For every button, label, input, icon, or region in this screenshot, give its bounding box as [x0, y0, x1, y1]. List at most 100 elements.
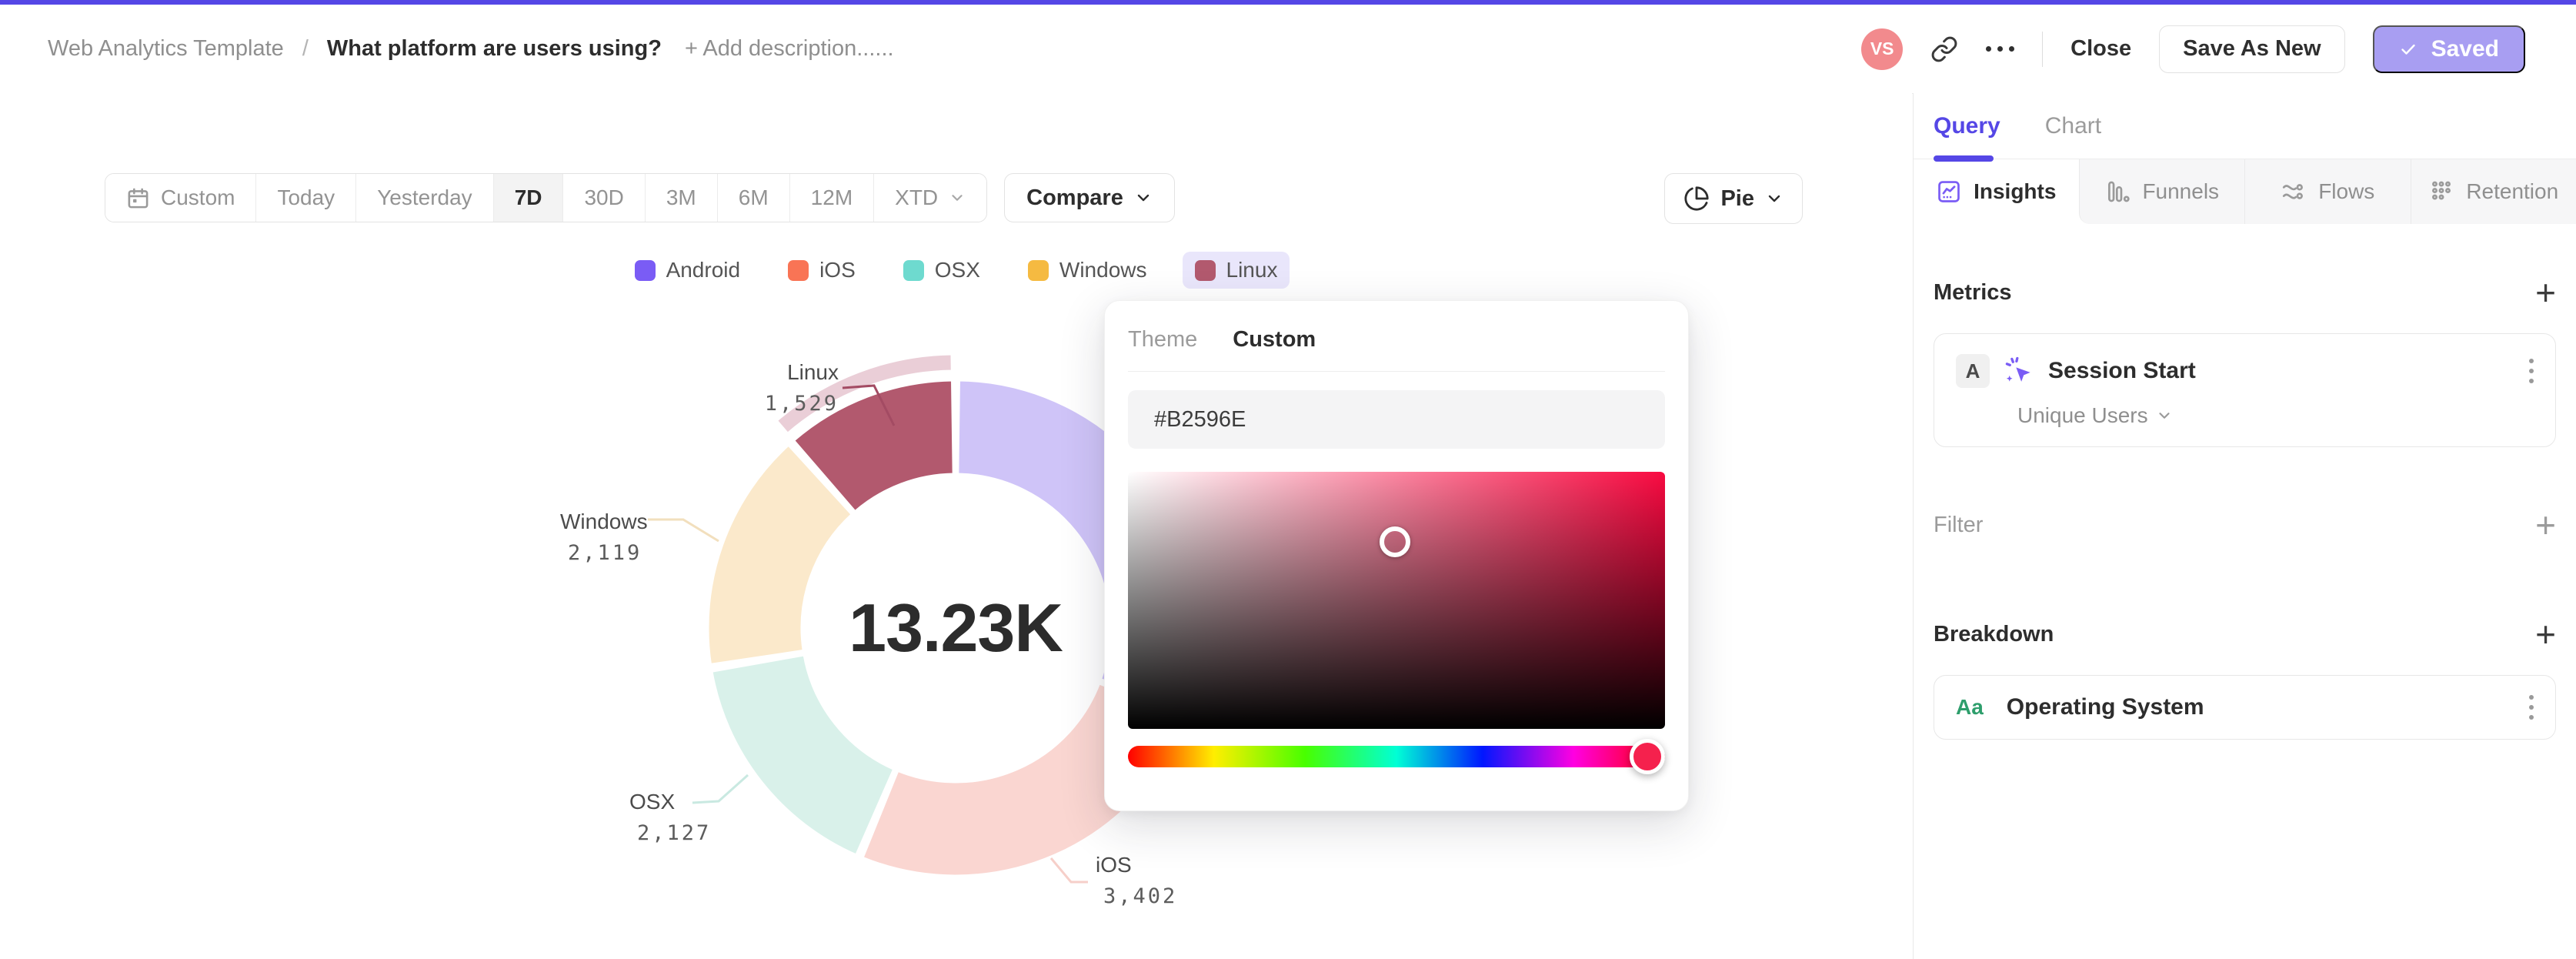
range-yesterday[interactable]: Yesterday	[355, 174, 493, 222]
ios-leader-line	[1049, 857, 1088, 884]
hue-slider[interactable]	[1128, 739, 1665, 774]
filter-title: Filter	[1934, 512, 1984, 537]
accent-topline	[0, 0, 2576, 5]
avatar[interactable]: VS	[1861, 28, 1904, 70]
funnels-icon	[2108, 181, 2131, 202]
view-insights[interactable]: Insights	[1914, 159, 2079, 224]
more-options-button[interactable]	[1986, 46, 2015, 52]
sidebar-body: Metrics + A Session Start Unique Users F…	[1914, 275, 2576, 740]
range-6m[interactable]: 6M	[716, 174, 789, 222]
aggregation-select[interactable]: Unique Users	[2017, 403, 2534, 428]
active-tab-underline	[1934, 155, 1994, 162]
legend-item-ios[interactable]: iOS	[776, 252, 868, 289]
chart-center-total: 13.23K	[849, 590, 1063, 666]
breakdown-menu-button[interactable]	[2529, 695, 2534, 720]
linux-callout-value: 1,529	[764, 392, 839, 416]
flows-icon	[2283, 184, 2304, 199]
page-title[interactable]: What platform are users using?	[326, 36, 662, 61]
pie-slice-linux[interactable]	[792, 379, 955, 513]
linux-callout: Linux 1,529	[696, 356, 839, 419]
compare-label: Compare	[1026, 185, 1123, 210]
ios-callout: iOS 3,402	[1096, 849, 1177, 912]
view-switcher: Insights Funnels Flows Retention	[1914, 159, 2576, 224]
chevron-down-icon	[1768, 195, 1780, 202]
breadcrumb-separator: /	[302, 36, 309, 61]
linux-swatch	[1194, 259, 1216, 281]
view-flows[interactable]: Flows	[2244, 159, 2411, 224]
chart-type-select[interactable]: Pie	[1664, 173, 1803, 224]
header-actions: VS Close Save As New Saved	[1861, 25, 2525, 73]
share-link-button[interactable]	[1930, 35, 1958, 63]
metric-series-badge: A	[1956, 354, 1990, 388]
compare-button[interactable]: Compare	[1004, 173, 1175, 222]
tab-chart[interactable]: Chart	[2045, 93, 2101, 159]
breadcrumb: Web Analytics Template / What platform a…	[48, 36, 894, 62]
osx-swatch	[903, 259, 924, 281]
hue-slider-handle[interactable]	[1630, 739, 1665, 774]
range-30d[interactable]: 30D	[562, 174, 645, 222]
tab-query[interactable]: Query	[1934, 93, 2000, 162]
legend-item-android[interactable]: Android	[622, 252, 753, 289]
string-property-badge: Aa	[1956, 695, 1984, 719]
filter-section-header: Filter +	[1934, 507, 2556, 543]
metric-menu-button[interactable]	[2529, 359, 2534, 383]
view-retention[interactable]: Retention	[2410, 159, 2576, 224]
legend-label: Windows	[1059, 258, 1147, 282]
main-panel: 13.23K Linux 1,529 Windows 2,119 OSX 2,1…	[0, 93, 1912, 959]
breadcrumb-project[interactable]: Web Analytics Template	[48, 36, 284, 61]
header-divider	[2042, 31, 2044, 67]
windows-leader-line	[648, 518, 719, 543]
save-as-new-button[interactable]: Save As New	[2159, 25, 2345, 73]
add-breakdown-button[interactable]: +	[2535, 614, 2556, 654]
saved-button[interactable]: Saved	[2372, 25, 2525, 73]
range-custom[interactable]: Custom	[105, 174, 256, 222]
range-12m[interactable]: 12M	[789, 174, 874, 222]
linux-callout-name: Linux	[787, 360, 839, 384]
saturation-area[interactable]	[1128, 472, 1665, 729]
color-picker-popup: Theme Custom	[1104, 300, 1689, 811]
add-metric-button[interactable]: +	[2535, 272, 2556, 312]
metric-card[interactable]: A Session Start Unique Users	[1934, 333, 2556, 447]
windows-callout-value: 2,119	[568, 541, 642, 565]
hex-color-input[interactable]	[1128, 390, 1665, 449]
legend-item-windows[interactable]: Windows	[1016, 252, 1160, 289]
view-flows-label: Flows	[2318, 179, 2375, 203]
header: Web Analytics Template / What platform a…	[0, 5, 2576, 94]
range-today[interactable]: Today	[255, 174, 356, 222]
pie-slice-windows[interactable]	[706, 443, 854, 667]
ios-callout-value: 3,402	[1103, 884, 1178, 908]
close-button[interactable]: Close	[2070, 36, 2132, 61]
aggregation-label: Unique Users	[2017, 403, 2148, 427]
range-xtd[interactable]: XTD	[873, 174, 987, 222]
legend-label: Linux	[1226, 258, 1278, 282]
date-range-group: Custom Today Yesterday 7D 30D 3M 6M 12M …	[105, 173, 988, 222]
add-description-button[interactable]: + Add description......	[684, 36, 894, 61]
saved-label: Saved	[2431, 35, 2499, 62]
view-funnels[interactable]: Funnels	[2078, 159, 2244, 224]
tab-theme[interactable]: Theme	[1128, 327, 1198, 352]
color-picker-tabs: Theme Custom	[1128, 327, 1665, 372]
tab-custom[interactable]: Custom	[1233, 327, 1316, 352]
link-icon	[1931, 36, 1957, 62]
pie-slice-osx[interactable]	[710, 653, 896, 857]
view-retention-label: Retention	[2466, 179, 2559, 203]
calendar-icon	[128, 188, 148, 208]
breakdown-card[interactable]: Aa Operating System	[1934, 675, 2556, 740]
add-filter-button[interactable]: +	[2535, 505, 2556, 545]
breakdown-label: Operating System	[2006, 694, 2204, 720]
date-controls: Custom Today Yesterday 7D 30D 3M 6M 12M …	[105, 173, 1175, 222]
insights-icon	[1938, 181, 1960, 202]
saturation-cursor[interactable]	[1380, 526, 1410, 557]
osx-callout-value: 2,127	[637, 821, 712, 845]
windows-swatch	[1027, 259, 1049, 281]
legend-label: OSX	[934, 258, 980, 282]
legend-item-linux[interactable]: Linux	[1182, 252, 1290, 289]
legend-label: Android	[666, 258, 741, 282]
range-7d[interactable]: 7D	[492, 174, 563, 222]
retention-icon	[2432, 181, 2451, 200]
legend-item-osx[interactable]: OSX	[891, 252, 993, 289]
event-sparkle-icon	[2005, 356, 2030, 382]
selected-slice-halo[interactable]	[775, 353, 953, 436]
osx-callout: OSX 2,127	[629, 786, 711, 849]
range-3m[interactable]: 3M	[644, 174, 717, 222]
